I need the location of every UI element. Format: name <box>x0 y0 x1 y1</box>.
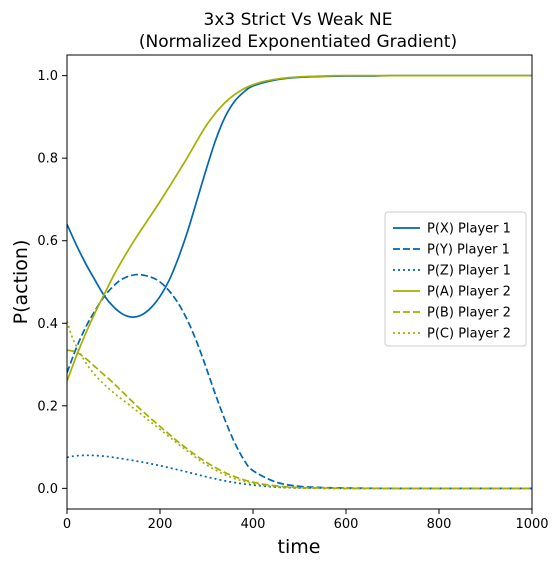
x-tick-label: 600 <box>334 517 359 532</box>
y-tick-label: 0.2 <box>37 399 58 414</box>
chart-title-line2: (Normalized Exponentiated Gradient) <box>139 32 457 52</box>
x-tick-label: 200 <box>148 517 173 532</box>
plot-area <box>66 54 533 510</box>
legend-label-3: P(Z) Player 1 <box>427 264 511 279</box>
plot-frame <box>66 54 533 510</box>
y-tick-label: 0.0 <box>37 482 58 497</box>
legend-label-4: P(A) Player 2 <box>427 285 511 300</box>
y-tick-label: 0.4 <box>37 317 58 332</box>
series-line-5 <box>67 349 532 490</box>
legend-label-6: P(C) Player 2 <box>427 327 511 342</box>
x-tick-label: 1000 <box>515 517 548 532</box>
legend-label-1: P(X) Player 1 <box>427 222 511 237</box>
y-tick-label: 0.6 <box>37 234 58 249</box>
series-layer <box>67 74 532 490</box>
x-axis: 0 200 400 600 800 1000 <box>63 509 549 532</box>
series-line-2 <box>67 273 532 490</box>
x-tick-label: 400 <box>241 517 266 532</box>
legend-box <box>384 211 527 347</box>
legend: P(X) Player 1 P(Y) Player 1 P(Z) Player 1 P… <box>384 211 527 347</box>
legend-label-5: P(B) Player 2 <box>427 306 511 321</box>
x-tick-label: 800 <box>427 517 452 532</box>
y-axis: 0.0 0.2 0.4 0.6 0.8 1.0 <box>37 69 67 497</box>
y-axis-label: P(action) <box>10 240 32 325</box>
chart-title-line1: 3x3 Strict Vs Weak NE <box>204 10 393 30</box>
y-tick-label: 1.0 <box>37 69 58 84</box>
x-axis-label: time <box>278 536 321 558</box>
legend-label-2: P(Y) Player 1 <box>427 243 510 258</box>
y-tick-label: 0.8 <box>37 152 58 167</box>
x-tick-label: 0 <box>63 517 71 532</box>
series-line-4 <box>67 74 532 382</box>
